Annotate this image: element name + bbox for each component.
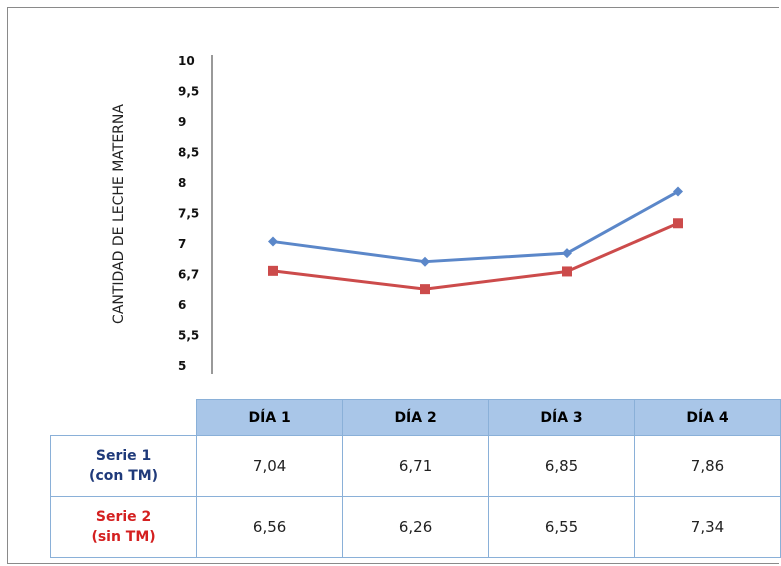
y-tick-label: 8 [178, 176, 186, 190]
cell-serie-1-dia-2: 6,71 [342, 435, 490, 497]
series-1-point-3 [562, 248, 572, 259]
y-tick-label: 5,5 [178, 329, 199, 343]
table-header-row: DÍA 1 DÍA 2 DÍA 3 DÍA 4 [50, 399, 781, 436]
series-1-point-4 [673, 186, 683, 197]
series-2-point-4 [673, 218, 683, 229]
column-header-dia-4: DÍA 4 [634, 399, 781, 436]
chart-frame [7, 7, 779, 564]
series-2-point-3 [562, 266, 572, 277]
y-axis-title: CANTIDAD DE LECHE MATERNA [111, 104, 127, 324]
series-1-line [272, 190, 679, 264]
table-row-serie-1: Serie 1 (con TM) 7,04 6,71 6,85 7,86 [49, 435, 781, 497]
line-chart: 10 9,5 9 8,5 8 7,5 7 6,7 6 5,5 5 CANTIDAD DE LECHE… [111, 54, 683, 374]
data-table: DÍA 1 DÍA 2 DÍA 3 DÍA 4 Serie 1 (con TM)… [49, 399, 781, 558]
cell-serie-1-dia-4: 7,86 [634, 435, 781, 497]
series-layer [268, 186, 683, 295]
column-header-dia-2: DÍA 2 [342, 399, 490, 436]
cell-serie-2-dia-1: 6,56 [196, 496, 344, 558]
column-header-dia-3: DÍA 3 [488, 399, 636, 436]
serie-1-subname: (con TM) [89, 468, 159, 484]
column-header-dia-1: DÍA 1 [196, 399, 344, 436]
y-tick-label: 7 [178, 237, 186, 251]
serie-2-name: Serie 2 [95, 509, 152, 525]
series-2-line [272, 221, 679, 291]
cell-serie-2-dia-4: 7,34 [634, 496, 781, 558]
y-tick-label: 5 [178, 359, 186, 373]
y-tick-label: 6,7 [178, 268, 199, 282]
series-1-point-2 [420, 256, 430, 267]
cell-serie-2-dia-3: 6,55 [488, 496, 636, 558]
serie-2-subname: (sin TM) [91, 529, 156, 545]
row-header-serie-2: Serie 2 (sin TM) [49, 496, 198, 558]
serie-1-name: Serie 1 [95, 448, 152, 464]
series-2-point-2 [420, 284, 430, 295]
series-2-point-1 [268, 265, 278, 276]
y-tick-label: 6 [178, 298, 186, 312]
row-header-serie-1: Serie 1 (con TM) [49, 435, 198, 497]
cell-serie-1-dia-1: 7,04 [196, 435, 344, 497]
series-1-point-1 [268, 236, 278, 247]
table-corner [50, 399, 197, 436]
y-tick-label: 10 [178, 54, 195, 68]
y-tick-label: 8,5 [178, 146, 199, 160]
cell-serie-2-dia-2: 6,26 [342, 496, 490, 558]
y-tick-label: 7,5 [178, 207, 199, 221]
y-tick-label: 9,5 [178, 85, 199, 99]
y-axis: 10 9,5 9 8,5 8 7,5 7 6,7 6 5,5 5 [178, 54, 213, 374]
table-row-serie-2: Serie 2 (sin TM) 6,56 6,26 6,55 7,34 [49, 496, 781, 558]
cell-serie-1-dia-3: 6,85 [488, 435, 636, 497]
y-tick-label: 9 [178, 115, 186, 129]
